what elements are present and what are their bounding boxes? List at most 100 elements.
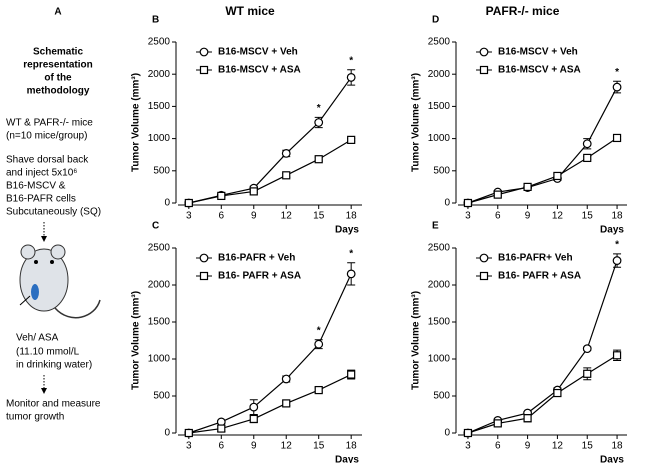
marker xyxy=(463,198,473,208)
y-tick-label: 2500 xyxy=(148,37,171,48)
marker xyxy=(479,253,489,263)
annotation: * xyxy=(317,325,321,336)
chart: B WT mice 0 500 1000 1500 2000 2500 3 6 9 12 15 18 Day… xyxy=(131,4,362,236)
marker xyxy=(479,47,489,57)
x-tick-label: 12 xyxy=(281,211,293,222)
marker xyxy=(582,139,592,149)
marker xyxy=(612,351,622,360)
y-tick-label: 500 xyxy=(153,391,170,402)
heading: Schematic xyxy=(33,47,83,58)
annotation: * xyxy=(317,103,321,114)
marker xyxy=(346,269,356,279)
marker xyxy=(347,135,356,144)
chart-title: WT mice xyxy=(225,4,275,18)
marker xyxy=(523,182,532,191)
heading: methodology xyxy=(27,86,90,97)
series-line xyxy=(188,77,352,204)
panel-letter: E xyxy=(432,221,439,232)
treatment: Veh/ ASA xyxy=(16,333,59,344)
x-tick-label: 6 xyxy=(219,441,225,452)
series-line xyxy=(188,373,352,434)
marker xyxy=(282,399,291,408)
marker xyxy=(493,419,502,428)
marker xyxy=(314,339,324,349)
series-line xyxy=(467,354,618,434)
x-axis-label: Days xyxy=(335,455,359,463)
y-axis-label: Tumor Volume (mm³) xyxy=(131,73,142,172)
marker xyxy=(583,153,592,163)
y-tick-label: 2500 xyxy=(148,243,171,254)
series-line xyxy=(467,86,618,204)
y-tick-label: 0 xyxy=(164,198,170,209)
marker xyxy=(249,402,259,412)
arrow-head xyxy=(41,236,47,242)
y-tick-label: 1000 xyxy=(148,354,171,365)
annotation: * xyxy=(349,248,353,259)
marker xyxy=(199,47,209,57)
panel-letter: B xyxy=(152,15,159,26)
legend-label: B16-MSCV + ASA xyxy=(218,65,301,76)
marker xyxy=(314,118,324,127)
step: (n=10 mice/group) xyxy=(6,131,87,142)
marker xyxy=(523,414,532,423)
marker xyxy=(612,256,622,265)
y-tick-label: 1000 xyxy=(428,354,451,365)
x-tick-label: 18 xyxy=(611,441,623,452)
legend-label: B16-PAFR+ Veh xyxy=(498,253,573,264)
series-line xyxy=(467,137,618,204)
x-tick-label: 18 xyxy=(611,211,623,222)
y-tick-label: 1500 xyxy=(428,317,451,328)
legend-label: B16-MSCV + Veh xyxy=(498,47,578,58)
marker xyxy=(347,370,356,379)
step: B16-MSCV & xyxy=(6,181,66,192)
step: and inject 5x10⁶ xyxy=(6,168,77,179)
y-tick-label: 2500 xyxy=(428,37,451,48)
marker xyxy=(479,271,489,281)
marker xyxy=(249,187,258,196)
x-tick-label: 18 xyxy=(346,211,358,222)
x-tick-label: 3 xyxy=(465,211,471,222)
panel-letter: C xyxy=(152,221,159,232)
y-tick-label: 2000 xyxy=(148,69,171,80)
x-tick-label: 3 xyxy=(186,441,192,452)
mouse xyxy=(19,244,101,319)
marker xyxy=(199,65,209,75)
y-tick-label: 1500 xyxy=(148,101,171,112)
x-tick-label: 3 xyxy=(465,441,471,452)
y-tick-label: 500 xyxy=(433,391,450,402)
y-tick-label: 1000 xyxy=(148,133,171,144)
series-line xyxy=(467,260,618,434)
annotation: * xyxy=(615,240,619,251)
chart: D PAFR-/- mice 0 500 1000 1500 2000 2500 3 6 9 12 15… xyxy=(411,4,627,236)
x-tick-label: 3 xyxy=(186,211,192,222)
x-axis-label: Days xyxy=(600,225,624,236)
y-tick-label: 0 xyxy=(444,198,450,209)
step: WT & PAFR-/- mice xyxy=(6,118,93,129)
marker xyxy=(346,73,356,82)
step: B16-PAFR cells xyxy=(6,194,76,205)
schematic: A Schematic representation of the method… xyxy=(6,7,101,423)
marker xyxy=(479,65,489,75)
y-tick-label: 0 xyxy=(444,428,450,439)
legend-label: B16-MSCV + Veh xyxy=(218,47,298,58)
y-tick-label: 500 xyxy=(433,165,450,176)
annotation: * xyxy=(349,55,353,66)
x-tick-label: 15 xyxy=(582,211,594,222)
marker xyxy=(314,385,323,395)
heading: of the xyxy=(44,73,72,84)
y-tick-label: 500 xyxy=(153,165,170,176)
x-tick-label: 6 xyxy=(495,441,501,452)
marker xyxy=(463,428,473,438)
chart-title: PAFR-/- mice xyxy=(486,4,560,18)
treatment: (11.10 mmol/L xyxy=(16,347,80,358)
legend-label: B16- PAFR + ASA xyxy=(498,271,581,282)
legend-label: B16-MSCV + ASA xyxy=(498,65,581,76)
marker xyxy=(553,388,562,398)
marker xyxy=(249,414,258,424)
marker xyxy=(281,374,291,384)
y-tick-label: 1500 xyxy=(428,101,451,112)
marker xyxy=(583,369,592,378)
legend-label: B16- PAFR + ASA xyxy=(218,271,301,282)
marker xyxy=(314,155,323,164)
chart: C 0 500 1000 1500 2000 2500 3 6 9 12 15 18 Days Tumor … xyxy=(131,221,362,463)
